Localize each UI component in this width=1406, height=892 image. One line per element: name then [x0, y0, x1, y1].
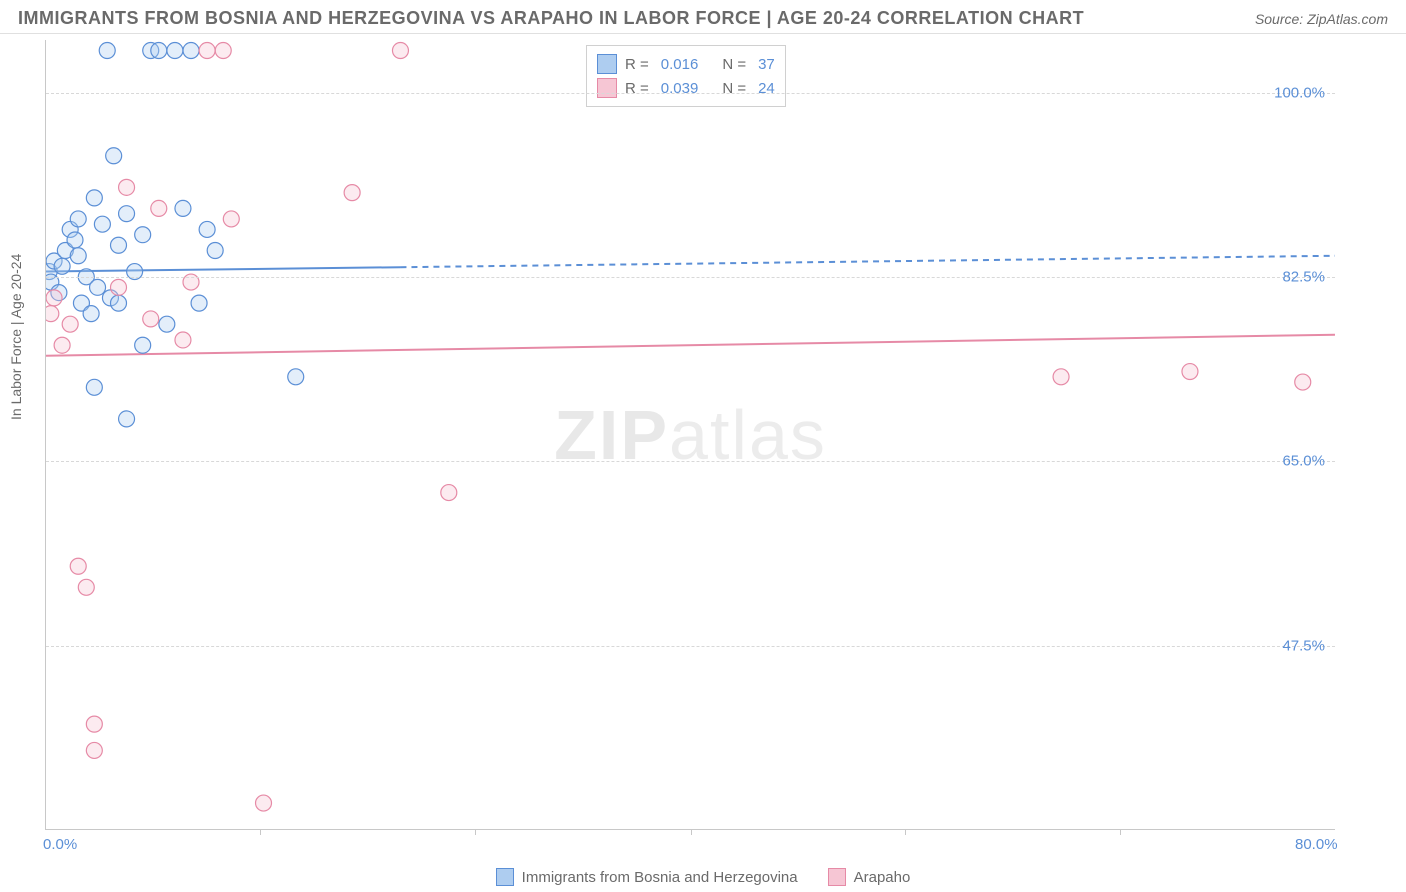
- trendline-dashed: [400, 256, 1335, 267]
- y-axis-label: In Labor Force | Age 20-24: [8, 254, 24, 420]
- y-tick-label: 100.0%: [1274, 84, 1325, 101]
- data-point: [90, 279, 106, 295]
- data-point: [111, 295, 127, 311]
- data-point: [83, 306, 99, 322]
- data-point: [344, 185, 360, 201]
- data-point: [135, 337, 151, 353]
- legend-swatch: [597, 78, 617, 98]
- trendline-solid: [46, 335, 1335, 356]
- data-point: [46, 306, 59, 322]
- y-tick-label: 47.5%: [1282, 637, 1325, 654]
- data-point: [183, 43, 199, 59]
- legend-item: Arapaho: [828, 868, 911, 886]
- data-point: [70, 211, 86, 227]
- data-point: [99, 43, 115, 59]
- gridline: [46, 646, 1335, 647]
- series-legend: Immigrants from Bosnia and Herzegovina Ar…: [0, 868, 1406, 886]
- data-point: [288, 369, 304, 385]
- data-point: [1182, 364, 1198, 380]
- data-point: [86, 379, 102, 395]
- y-tick-label: 82.5%: [1282, 269, 1325, 286]
- legend-row: R = 0.039 N = 24: [597, 76, 775, 100]
- data-point: [135, 227, 151, 243]
- data-point: [67, 232, 83, 248]
- y-tick-label: 65.0%: [1282, 453, 1325, 470]
- data-point: [207, 243, 223, 259]
- n-value: 24: [758, 80, 775, 97]
- r-value: 0.039: [661, 80, 699, 97]
- data-point: [119, 206, 135, 222]
- data-point: [111, 237, 127, 253]
- data-point: [199, 43, 215, 59]
- data-point: [119, 411, 135, 427]
- data-point: [175, 200, 191, 216]
- data-point: [119, 179, 135, 195]
- legend-swatch: [597, 54, 617, 74]
- r-value: 0.016: [661, 56, 699, 73]
- r-label: R =: [625, 56, 649, 73]
- source-label: Source: ZipAtlas.com: [1255, 11, 1388, 27]
- data-point: [86, 190, 102, 206]
- gridline: [46, 93, 1335, 94]
- data-point: [111, 279, 127, 295]
- data-point: [151, 43, 167, 59]
- data-point: [159, 316, 175, 332]
- legend-label: Arapaho: [854, 869, 911, 886]
- data-point: [143, 311, 159, 327]
- n-value: 37: [758, 56, 775, 73]
- data-point: [441, 485, 457, 501]
- data-point: [78, 579, 94, 595]
- data-point: [392, 43, 408, 59]
- x-tick-mark: [260, 829, 261, 835]
- data-point: [256, 795, 272, 811]
- data-point: [70, 558, 86, 574]
- data-point: [1295, 374, 1311, 390]
- x-tick-label: 80.0%: [1295, 836, 1338, 853]
- data-point: [151, 200, 167, 216]
- x-tick-mark: [691, 829, 692, 835]
- legend-swatch: [496, 868, 514, 886]
- data-point: [94, 216, 110, 232]
- data-point: [106, 148, 122, 164]
- legend-label: Immigrants from Bosnia and Herzegovina: [522, 869, 798, 886]
- data-point: [62, 316, 78, 332]
- x-tick-mark: [905, 829, 906, 835]
- data-point: [215, 43, 231, 59]
- data-point: [70, 248, 86, 264]
- data-point: [86, 716, 102, 732]
- chart-area: ZIPatlas R =0.016N =37R =0.039N =24 47.5…: [45, 40, 1335, 830]
- data-point: [1053, 369, 1069, 385]
- data-point: [46, 290, 62, 306]
- chart-title: IMMIGRANTS FROM BOSNIA AND HERZEGOVINA V…: [18, 8, 1084, 29]
- data-point: [86, 742, 102, 758]
- data-point: [54, 337, 70, 353]
- title-bar: IMMIGRANTS FROM BOSNIA AND HERZEGOVINA V…: [0, 0, 1406, 34]
- data-point: [54, 258, 70, 274]
- n-label: N =: [722, 80, 746, 97]
- legend-swatch: [828, 868, 846, 886]
- x-tick-mark: [1120, 829, 1121, 835]
- trendline-solid: [46, 267, 400, 271]
- x-tick-label: 0.0%: [43, 836, 77, 853]
- legend-item: Immigrants from Bosnia and Herzegovina: [496, 868, 798, 886]
- legend-row: R = 0.016 N = 37: [597, 52, 775, 76]
- data-point: [199, 221, 215, 237]
- data-point: [191, 295, 207, 311]
- r-label: R =: [625, 80, 649, 97]
- data-point: [175, 332, 191, 348]
- scatter-plot: [46, 40, 1335, 829]
- gridline: [46, 277, 1335, 278]
- x-tick-mark: [475, 829, 476, 835]
- correlation-legend: R = 0.016 N = 37 R = 0.039 N = 24: [586, 45, 786, 107]
- gridline: [46, 461, 1335, 462]
- n-label: N =: [722, 56, 746, 73]
- data-point: [167, 43, 183, 59]
- data-point: [223, 211, 239, 227]
